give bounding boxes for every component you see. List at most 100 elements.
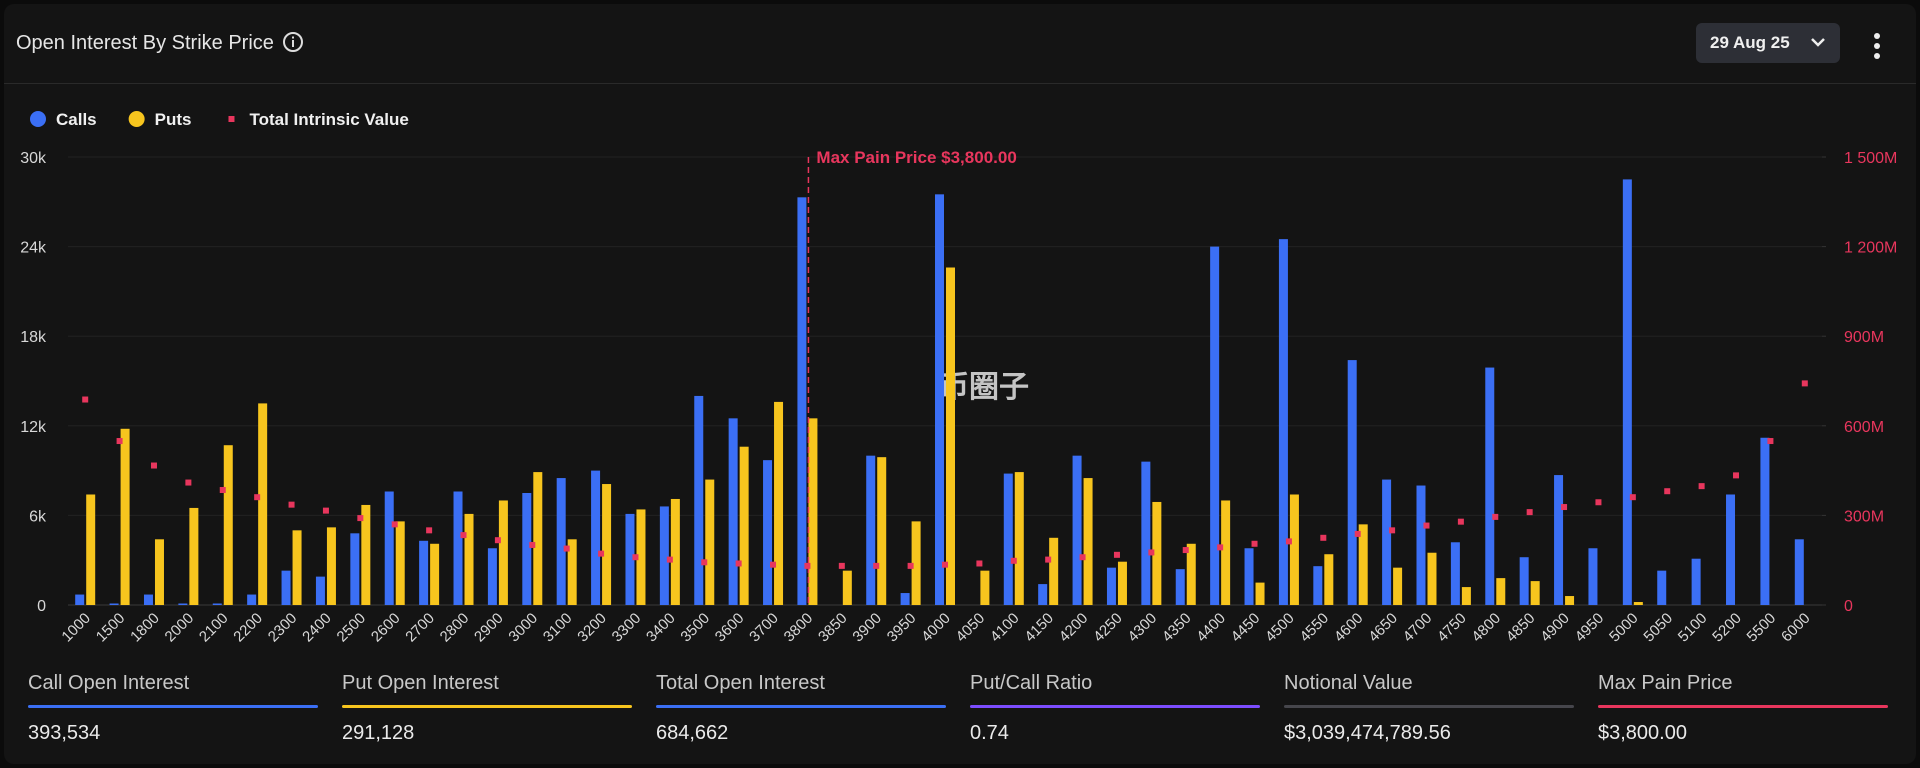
x-tick-label: 2000 [162, 610, 198, 646]
x-tick-label: 2600 [368, 610, 404, 646]
x-tick-label: 4950 [1572, 610, 1608, 646]
y2-tick-label: 900M [1844, 329, 1884, 346]
stat-label: Put Open Interest [342, 672, 499, 694]
intrinsic-dot [701, 559, 708, 566]
x-tick-label: 2500 [334, 610, 370, 646]
bar [326, 527, 336, 605]
intrinsic-dot [82, 396, 89, 403]
intrinsic-dot [1217, 544, 1224, 551]
x-tick-label: 4200 [1056, 610, 1092, 646]
x-tick-label: 3500 [677, 610, 713, 646]
bar [1622, 179, 1632, 605]
bar [1726, 494, 1736, 605]
y-tick-label: 30k [20, 150, 47, 167]
stat-value: $3,800.00 [1598, 722, 1687, 744]
intrinsic-dot [1148, 549, 1155, 556]
date-select[interactable]: 29 Aug 25 [1696, 23, 1840, 63]
bar [797, 197, 807, 605]
x-tick-label: 4300 [1125, 610, 1161, 646]
x-tick-label: 4000 [918, 610, 954, 646]
bar [189, 507, 199, 605]
bar [1221, 500, 1231, 605]
bar [75, 594, 85, 605]
x-tick-label: 3400 [643, 610, 679, 646]
bar [395, 521, 405, 605]
x-tick-label: 3600 [712, 610, 748, 646]
intrinsic-dot [976, 560, 983, 567]
x-tick-label: 5050 [1640, 610, 1676, 646]
x-tick-label: 4750 [1434, 610, 1470, 646]
menu[interactable] [1872, 32, 1882, 60]
bar [1049, 537, 1059, 605]
bar [946, 267, 955, 605]
bar [763, 460, 773, 605]
legend-label: Calls [56, 110, 97, 129]
intrinsic-dot [907, 562, 914, 569]
chart: Calls Puts Total Intrinsic Value 0 6k 12k 18k 2… [20, 110, 1897, 646]
bar [487, 548, 497, 605]
bar [315, 576, 325, 605]
intrinsic-dot [1526, 509, 1533, 516]
x-tick-label: 2100 [196, 610, 232, 646]
intrinsic-dot [804, 562, 811, 569]
intrinsic-dot [391, 521, 398, 528]
intrinsic-dot [460, 532, 467, 539]
intrinsic-dot [357, 515, 364, 522]
bar [178, 603, 188, 605]
bar [1358, 524, 1368, 605]
stat: Put Open Interest 291,128 [342, 672, 632, 745]
intrinsic-dot [288, 501, 295, 508]
bar [453, 491, 463, 605]
intrinsic-dot [770, 561, 777, 568]
legend-label: Puts [155, 110, 192, 129]
bar [1427, 552, 1437, 605]
intrinsic-dot [735, 560, 742, 567]
x-tick-label: 4600 [1331, 610, 1367, 646]
bar [1450, 542, 1460, 605]
stat-label: Max Pain Price [1598, 672, 1733, 694]
bar [1313, 566, 1323, 605]
intrinsic-dot [873, 562, 880, 569]
x-tick-label: 1000 [58, 610, 94, 646]
bar [1565, 596, 1575, 605]
intrinsic-dot [666, 556, 673, 563]
x-tick-label: 4700 [1400, 610, 1436, 646]
bar [1588, 548, 1598, 605]
bar [728, 418, 738, 605]
info-icon[interactable] [282, 31, 304, 53]
x-tick-label: 3850 [815, 610, 851, 646]
bar [1175, 569, 1185, 605]
bar [258, 403, 268, 605]
x-tick-label: 3300 [609, 610, 645, 646]
intrinsic-dot [838, 562, 845, 569]
legend-label: Total Intrinsic Value [249, 110, 408, 129]
bar [808, 418, 818, 605]
x-tick-label: 4850 [1503, 610, 1539, 646]
bar [705, 479, 715, 605]
stat-value: 291,128 [342, 722, 415, 744]
bar [533, 472, 543, 605]
x-tick-label: 2300 [265, 610, 301, 646]
stat-label: Put/Call Ratio [970, 672, 1093, 694]
intrinsic-dot [1113, 551, 1120, 558]
bar [1152, 501, 1162, 605]
y2-tick-label: 0 [1844, 598, 1853, 615]
x-tick-label: 3100 [540, 610, 576, 646]
title: Open Interest By Strike Price [16, 32, 274, 54]
y2-tick-label: 300M [1844, 508, 1884, 525]
bar [1382, 479, 1392, 605]
bar [143, 594, 153, 605]
intrinsic-dot [563, 545, 570, 552]
bar [1072, 455, 1082, 605]
legend-marker [128, 111, 145, 127]
bar [109, 603, 119, 605]
stat: Max Pain Price $3,800.00 [1598, 672, 1888, 745]
x-tick-label: 4900 [1537, 610, 1573, 646]
x-tick-label: 4050 [953, 610, 989, 646]
x-tick-label: 3000 [506, 610, 542, 646]
intrinsic-dot [1457, 518, 1464, 525]
date-text: 29 Aug 25 [1710, 33, 1790, 52]
y-tick-label: 0 [37, 598, 46, 615]
intrinsic-dot [1045, 556, 1052, 563]
intrinsic-dot [1595, 499, 1602, 506]
